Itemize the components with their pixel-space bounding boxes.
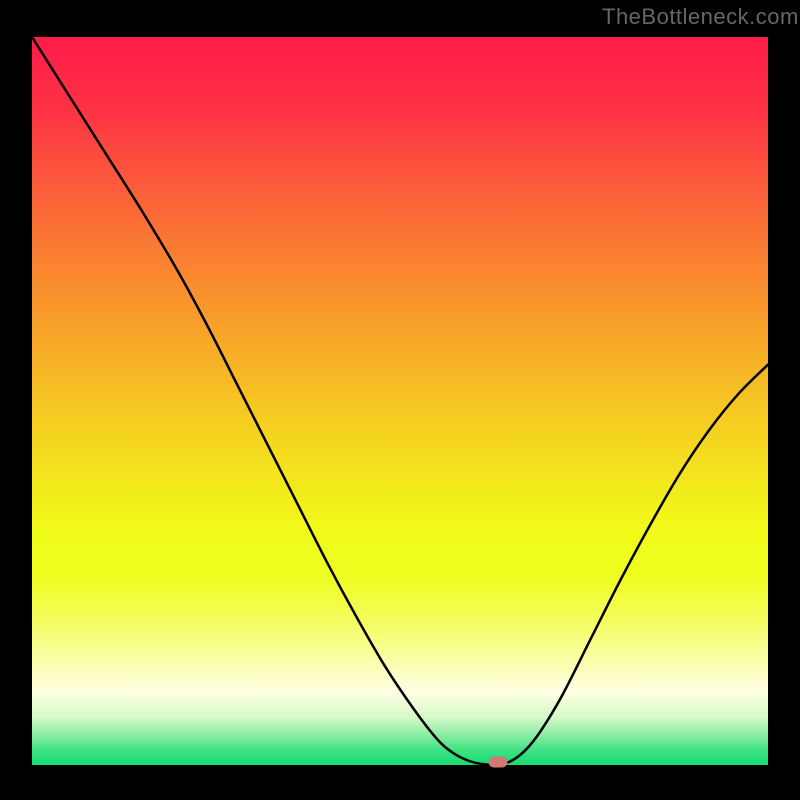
bottleneck-gradient-background (32, 37, 768, 765)
watermark-text: TheBottleneck.com (602, 4, 799, 30)
bottleneck-sweet-spot-marker (488, 757, 507, 768)
